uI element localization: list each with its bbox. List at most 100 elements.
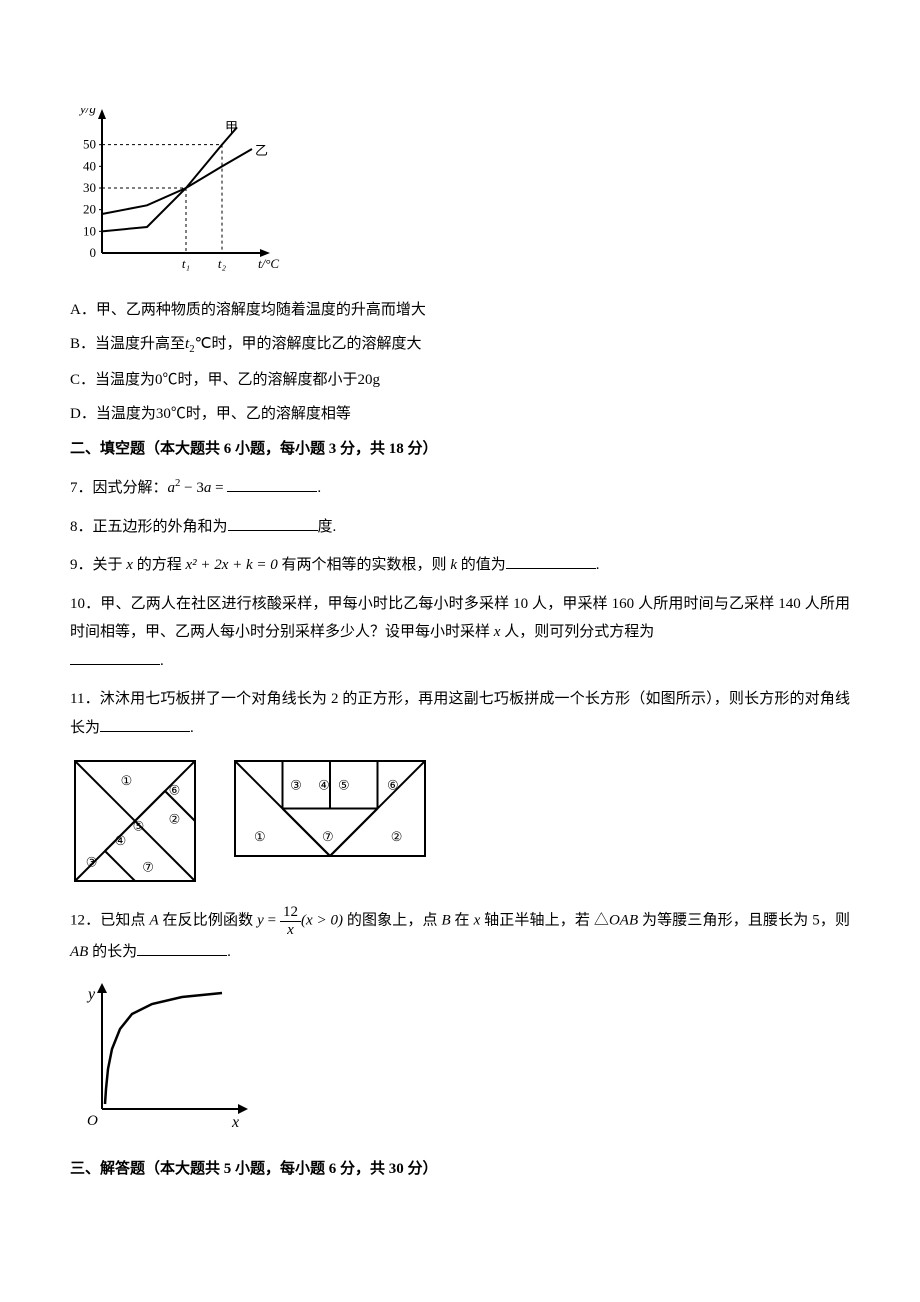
section-2-header: 二、填空题（本大题共 6 小题，每小题 3 分，共 18 分）: [70, 435, 850, 464]
svg-text:t₁: t₁: [182, 256, 190, 271]
option-c-temp: 0℃: [155, 372, 178, 388]
svg-text:甲: 甲: [225, 119, 238, 134]
svg-text:⑥: ⑥: [169, 783, 181, 798]
q12-eq: =: [264, 912, 280, 928]
q9-expr: x² + 2x + k = 0: [185, 557, 277, 573]
option-b: B．当温度升高至t2℃时，甲的溶解度比乙的溶解度大: [70, 330, 850, 360]
question-7: 7．因式分解：a2 − 3a = .: [70, 473, 850, 503]
q9-mid1: 的方程: [133, 557, 186, 573]
svg-text:30: 30: [83, 180, 96, 195]
tangram-rect: ① ② ③ ④⑤ ⑥ ⑦: [230, 756, 430, 860]
q12-post: .: [227, 944, 231, 960]
question-10: 10．甲、乙两人在社区进行核酸采样，甲每小时比乙每小时多采样 10 人，甲采样 …: [70, 590, 850, 676]
svg-text:y/g: y/g: [78, 108, 96, 116]
question-8: 8．正五边形的外角和为 度.: [70, 513, 850, 542]
q7-eq: =: [211, 480, 227, 496]
q12-frac: 12x: [280, 904, 301, 938]
q9-blank: [506, 554, 596, 569]
q11-post: .: [190, 720, 194, 736]
option-b-post: 时，甲的溶解度比乙的溶解度大: [211, 336, 421, 352]
option-d-pre: D．当温度为: [70, 406, 156, 422]
tangram-square: ① ② ③ ④⑤ ⑥ ⑦: [70, 756, 200, 886]
question-12: 12．已知点 A 在反比例函数 y = 12x(x > 0) 的图象上，点 B …: [70, 904, 850, 967]
option-a: A．甲、乙两种物质的溶解度均随着温度的升高而增大: [70, 296, 850, 325]
q8-pre: 8．正五边形的外角和为: [70, 519, 228, 535]
svg-text:①: ①: [254, 829, 266, 844]
q9-x: x: [126, 557, 133, 573]
svg-text:⑤: ⑤: [133, 819, 145, 834]
q12-mid4: 轴正半轴上，若 △: [480, 912, 609, 928]
q7-pre: 7．因式分解：: [70, 480, 168, 496]
svg-text:50: 50: [83, 137, 96, 152]
svg-text:②: ②: [391, 829, 403, 844]
q11-blank: [100, 717, 190, 732]
svg-text:⑦: ⑦: [142, 859, 154, 874]
q9-k: k: [450, 557, 457, 573]
solubility-chart: 10203040500t₁t₂甲乙y/gt/°C: [70, 108, 850, 284]
svg-text:④: ④: [115, 833, 127, 848]
option-c-mid: 时，甲、乙的溶解度都小于: [178, 372, 358, 388]
q10-post1: 人，则可列分式方程为: [500, 624, 654, 640]
svg-text:乙: 乙: [255, 143, 268, 158]
q12-mid2: 的图象上，点: [343, 912, 441, 928]
option-d: D．当温度为30℃时，甲、乙的溶解度相等: [70, 400, 850, 429]
option-b-unit: ℃: [195, 336, 212, 352]
q9-mid2: 有两个相等的实数根，则: [278, 557, 451, 573]
q12-A: A: [149, 912, 158, 928]
q7-a1: a: [168, 480, 176, 496]
q10-blank: [70, 650, 160, 665]
svg-text:0: 0: [90, 245, 97, 260]
q7-mid: − 3: [180, 480, 203, 496]
q12-mid3: 在: [451, 912, 474, 928]
question-9: 9．关于 x 的方程 x² + 2x + k = 0 有两个相等的实数根，则 k…: [70, 551, 850, 580]
svg-text:20: 20: [83, 202, 96, 217]
q7-blank: [227, 477, 317, 492]
option-c: C．当温度为0℃时，甲、乙的溶解度都小于20g: [70, 366, 850, 395]
svg-text:10: 10: [83, 223, 96, 238]
q12-OAB: OAB: [609, 912, 638, 928]
option-c-val: 20g: [358, 372, 381, 388]
hyperbola-figure: y x O: [80, 981, 850, 1142]
section-3-header: 三、解答题（本大题共 5 小题，每小题 6 分，共 30 分）: [70, 1155, 850, 1184]
q12-B: B: [442, 912, 451, 928]
q8-blank: [228, 516, 318, 531]
svg-text:x: x: [231, 1114, 239, 1131]
svg-text:40: 40: [83, 158, 96, 173]
svg-text:⑥: ⑥: [387, 778, 399, 793]
q12-y: y: [257, 912, 264, 928]
svg-text:③: ③: [86, 855, 98, 870]
svg-text:③: ③: [290, 778, 302, 793]
q9-pre: 9．关于: [70, 557, 126, 573]
svg-text:O: O: [87, 1113, 98, 1129]
svg-text:②: ②: [169, 811, 181, 826]
q12-num: 12: [280, 904, 301, 922]
hyperbola-svg: y x O: [80, 981, 250, 1131]
option-c-pre: C．当温度为: [70, 372, 155, 388]
question-11: 11．沐沐用七巧板拼了一个对角线长为 2 的正方形，再用这副七巧板拼成一个长方形…: [70, 685, 850, 742]
svg-text:t/°C: t/°C: [258, 256, 279, 271]
q12-pre: 12．已知点: [70, 912, 149, 928]
option-b-pre: B．当温度升高至: [70, 336, 185, 352]
svg-text:y: y: [86, 986, 96, 1003]
q12-blank: [137, 941, 227, 956]
q9-mid3: 的值为: [457, 557, 506, 573]
svg-text:①: ①: [121, 773, 133, 788]
q12-mid6: 的长为: [88, 944, 137, 960]
svg-text:⑦: ⑦: [322, 829, 334, 844]
solubility-svg: 10203040500t₁t₂甲乙y/gt/°C: [70, 108, 285, 273]
q12-mid5: 为等腰三角形，且腰长为 5，则: [638, 912, 850, 928]
q10-post2: .: [160, 653, 164, 669]
q9-post: .: [596, 557, 600, 573]
q8-post: 度.: [318, 519, 337, 535]
option-d-post: 时，甲、乙的溶解度相等: [186, 406, 351, 422]
q12-den: x: [280, 922, 301, 939]
option-d-temp: 30℃: [156, 406, 186, 422]
q12-mid1: 在反比例函数: [159, 912, 257, 928]
tangram-figures: ①②③④⑤⑥⑦ ①②③④⑤⑥⑦: [70, 756, 850, 886]
q7-post: .: [317, 480, 321, 496]
q12-AB: AB: [70, 944, 88, 960]
svg-text:④: ④: [318, 778, 330, 793]
q10-text: 10．甲、乙两人在社区进行核酸采样，甲每小时比乙每小时多采样 10 人，甲采样 …: [70, 596, 850, 641]
svg-text:⑤: ⑤: [338, 778, 350, 793]
q12-cond: (x > 0): [301, 912, 343, 928]
